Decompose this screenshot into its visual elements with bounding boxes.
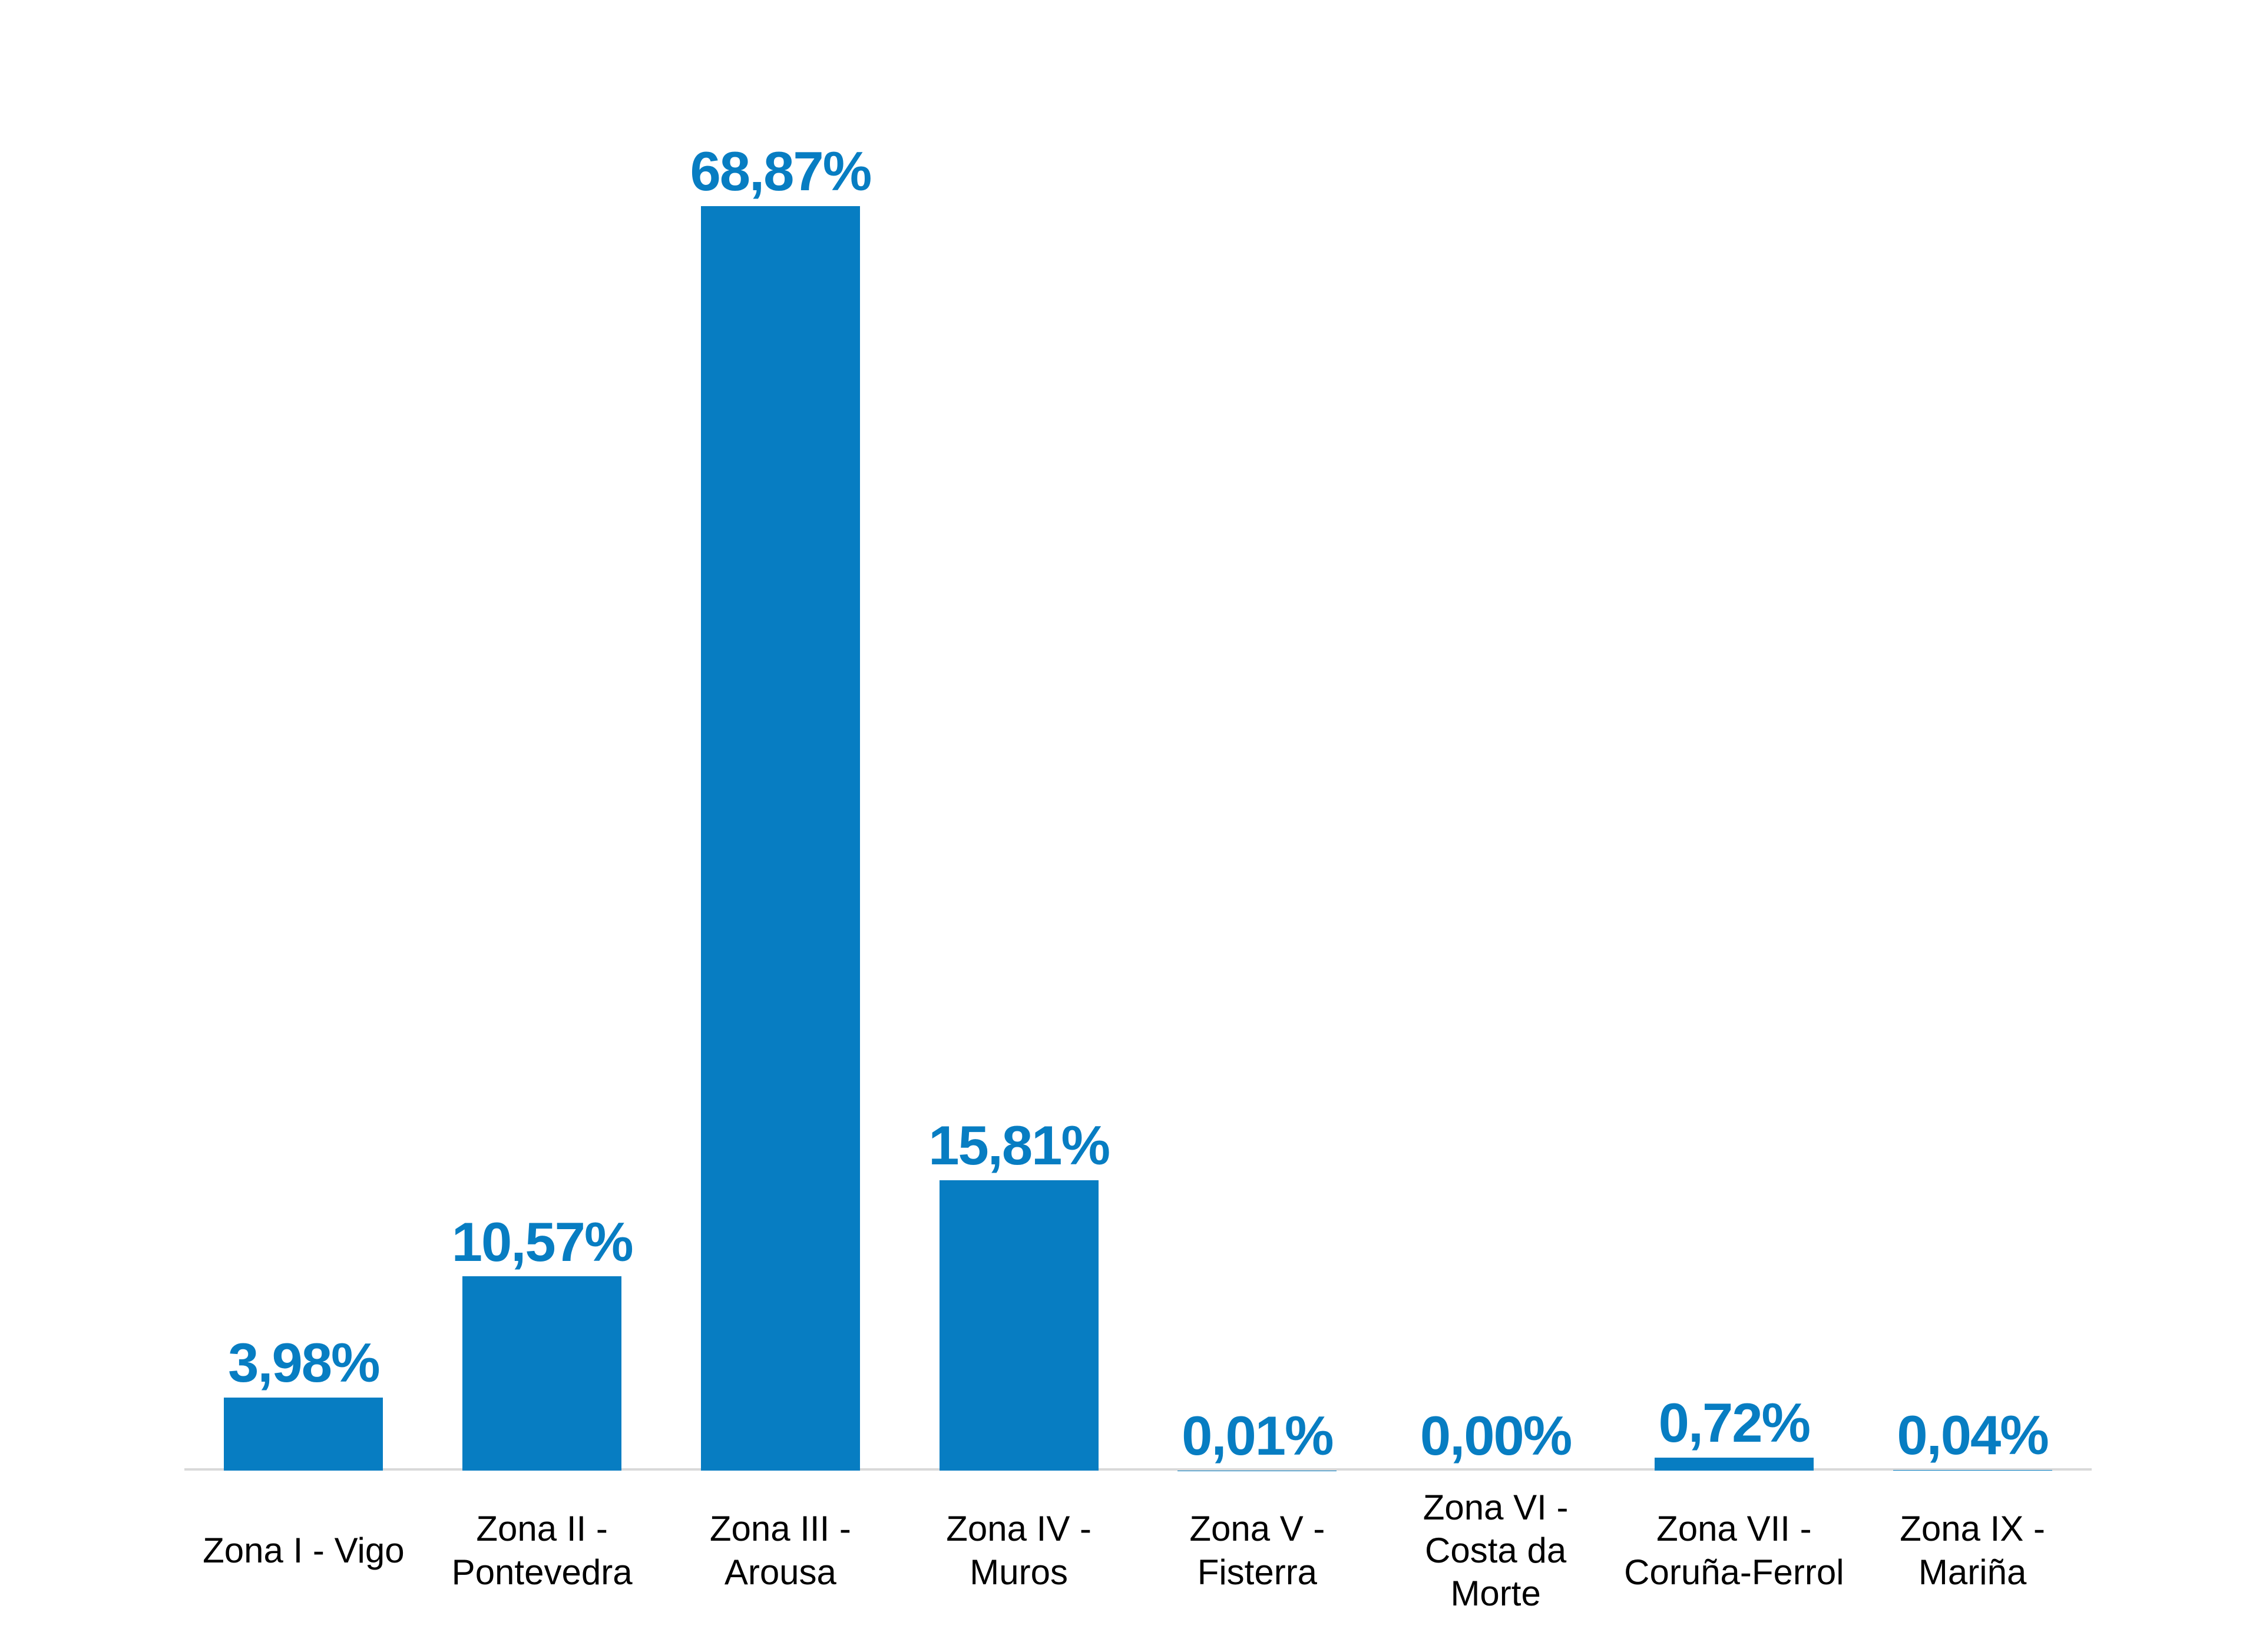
category-label-line: Zona IX -	[1900, 1509, 2046, 1549]
category-label-line: Zona IV -	[946, 1509, 1092, 1549]
bar-column: 10,57%	[423, 0, 661, 1471]
category-label: Zona IV - Muros	[899, 1475, 1138, 1625]
category-label: Zona IX - Mariña	[1853, 1475, 2092, 1625]
bar-value-label: 15,81%	[928, 1114, 1110, 1177]
bar	[462, 1276, 622, 1471]
category-label-line: Muros	[970, 1552, 1068, 1592]
bar	[224, 1397, 383, 1471]
category-label-line: Zona VI -	[1423, 1487, 1569, 1527]
bar-column: 3,98%	[184, 0, 423, 1471]
category-label-line: Costa da	[1425, 1530, 1567, 1570]
category-label-line: Fisterra	[1197, 1552, 1318, 1592]
category-label-line: Zona VII -	[1656, 1509, 1812, 1549]
category-label: Zona II - Pontevedra	[423, 1475, 661, 1625]
bar-value-label: 0,00%	[1420, 1405, 1573, 1467]
category-label-line: Zona V -	[1189, 1509, 1325, 1549]
category-label: Zona III - Arousa	[661, 1475, 900, 1625]
bar	[1893, 1469, 2052, 1471]
bar-value-label: 10,57%	[451, 1210, 634, 1273]
bar-value-label: 3,98%	[228, 1332, 381, 1394]
category-label: Zona VII - Coruña-Ferrol	[1615, 1475, 1854, 1625]
category-label: Zona I - Vigo	[184, 1475, 423, 1625]
bar-column: 68,87%	[661, 0, 900, 1471]
bar	[1654, 1457, 1814, 1471]
bar-column: 0,00%	[1377, 0, 1615, 1471]
bar-column: 0,72%	[1615, 0, 1854, 1471]
category-label-line: Zona I - Vigo	[203, 1530, 405, 1570]
bar-value-label: 0,04%	[1897, 1404, 2049, 1466]
category-label-line: Coruña-Ferrol	[1624, 1552, 1844, 1592]
category-label-line: Mariña	[1918, 1552, 2027, 1592]
bar-value-label: 68,87%	[690, 140, 872, 203]
bar-column: 0,01%	[1138, 0, 1377, 1471]
x-axis-line	[184, 1468, 2092, 1471]
category-label: Zona V - Fisterra	[1138, 1475, 1377, 1625]
bar-columns: 3,98% 10,57% 68,87% 15,81% 0,01% 0,00% 0,72% 0,…	[184, 0, 2092, 1471]
bar-value-label: 0,01%	[1182, 1404, 1334, 1466]
bar	[939, 1180, 1099, 1471]
category-label-line: Zona III -	[709, 1509, 851, 1549]
category-label-line: Morte	[1450, 1574, 1541, 1614]
bar-column: 15,81%	[899, 0, 1138, 1471]
bar-value-label: 0,72%	[1658, 1391, 1811, 1454]
bar-column: 0,04%	[1853, 0, 2092, 1471]
category-label-line: Pontevedra	[451, 1552, 633, 1592]
category-label-line: Zona II -	[476, 1509, 608, 1549]
category-label: Zona VI - Costa da Morte	[1377, 1475, 1615, 1625]
category-label-line: Arousa	[724, 1552, 836, 1592]
category-labels: Zona I - Vigo Zona II - Pontevedra Zona III…	[184, 1475, 2092, 1625]
bar	[700, 206, 860, 1471]
